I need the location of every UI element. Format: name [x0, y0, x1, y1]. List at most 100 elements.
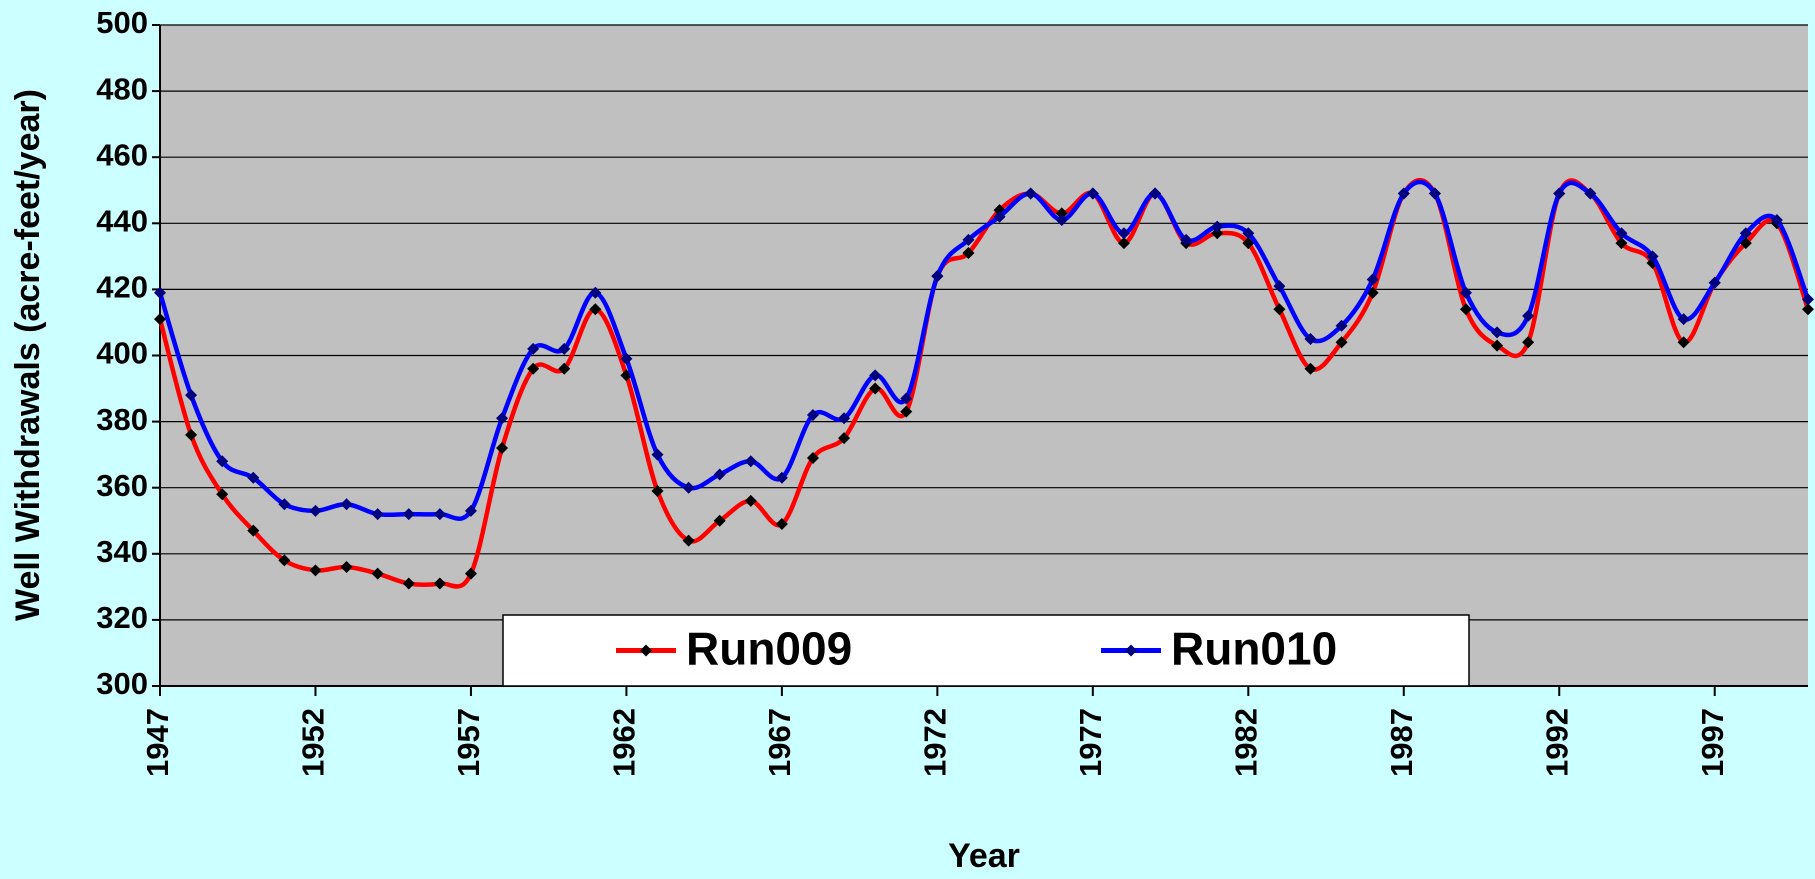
- data-point: [589, 303, 602, 316]
- data-point: [496, 412, 509, 425]
- data-point: [216, 455, 229, 468]
- y-tick-label: 400: [96, 336, 148, 371]
- data-point: [651, 448, 664, 461]
- data-point: [1553, 187, 1566, 200]
- data-point: [1522, 309, 1535, 322]
- data-point: [433, 577, 446, 590]
- data-point: [931, 270, 944, 283]
- data-point: [402, 508, 415, 521]
- data-point: [1304, 362, 1317, 375]
- data-point: [247, 471, 260, 484]
- y-axis-title: Well Withdrawals (acre-feet/year): [9, 89, 47, 621]
- data-point: [1149, 187, 1162, 200]
- data-point: [962, 233, 975, 246]
- data-point: [806, 408, 819, 421]
- data-point: [1117, 237, 1130, 250]
- data-point: [527, 362, 540, 375]
- data-point: [1117, 227, 1130, 240]
- y-tick-label: 500: [96, 5, 148, 40]
- data-point: [651, 485, 664, 498]
- data-point: [993, 210, 1006, 223]
- data-point: [1584, 187, 1597, 200]
- data-point: [900, 392, 913, 405]
- data-point: [744, 455, 757, 468]
- data-point: [1802, 293, 1814, 306]
- data-point: [775, 518, 788, 531]
- data-point: [1055, 213, 1068, 226]
- data-point: [1646, 250, 1659, 263]
- data-point: [464, 567, 477, 580]
- data-point: [1180, 233, 1193, 246]
- y-tick-label: 360: [96, 468, 148, 503]
- data-point: [371, 508, 384, 521]
- data-point: [1677, 336, 1690, 349]
- legend-label: Run010: [1171, 623, 1337, 675]
- x-tick-label: 1987: [1384, 708, 1419, 777]
- data-point: [1708, 276, 1721, 289]
- data-point: [433, 508, 446, 521]
- data-point: [154, 286, 166, 299]
- data-point: [464, 504, 477, 517]
- data-point: [278, 498, 291, 511]
- data-point: [713, 514, 726, 527]
- legend-marker: [640, 644, 652, 657]
- data-point: [1615, 237, 1628, 250]
- data-point: [309, 564, 322, 577]
- data-point: [1086, 187, 1099, 200]
- data-point: [775, 471, 788, 484]
- data-point: [1273, 280, 1286, 293]
- data-point: [1459, 286, 1472, 299]
- data-point: [1459, 303, 1472, 316]
- data-point: [1677, 313, 1690, 326]
- data-point: [1522, 336, 1535, 349]
- y-tick-label: 320: [96, 600, 148, 635]
- data-point: [962, 247, 975, 260]
- y-tick-label: 460: [96, 137, 148, 172]
- x-tick-label: 1972: [918, 708, 953, 777]
- data-point: [527, 342, 540, 355]
- x-tick-label: 1947: [140, 708, 175, 777]
- data-point: [620, 352, 633, 365]
- data-point: [1802, 303, 1814, 316]
- data-point: [682, 481, 695, 494]
- data-point: [1739, 227, 1752, 240]
- data-point: [185, 428, 198, 441]
- data-point: [1491, 339, 1504, 352]
- data-point: [838, 432, 851, 445]
- data-point: [402, 577, 415, 590]
- data-point: [1428, 187, 1441, 200]
- data-point: [1211, 220, 1224, 233]
- x-tick-label: 1992: [1539, 708, 1574, 777]
- data-point: [900, 405, 913, 418]
- y-tick-label: 440: [96, 203, 148, 238]
- data-point: [1055, 207, 1068, 220]
- data-point: [1242, 227, 1255, 240]
- y-tick-label: 340: [96, 534, 148, 569]
- x-tick-label: 1982: [1228, 708, 1263, 777]
- y-tick-label: 380: [96, 402, 148, 437]
- data-point: [1024, 187, 1037, 200]
- y-tick-label: 480: [96, 71, 148, 106]
- data-point: [589, 286, 602, 299]
- data-point: [744, 494, 757, 507]
- data-point: [1770, 213, 1783, 226]
- data-point: [247, 524, 260, 537]
- data-point: [869, 369, 882, 382]
- data-point: [1615, 227, 1628, 240]
- data-point: [1335, 336, 1348, 349]
- data-point: [558, 362, 571, 375]
- data-point: [185, 389, 198, 402]
- data-point: [1273, 303, 1286, 316]
- x-tick-label: 1997: [1695, 708, 1730, 777]
- x-tick-label: 1957: [451, 708, 486, 777]
- data-point: [838, 412, 851, 425]
- data-point: [713, 468, 726, 481]
- data-point: [1304, 332, 1317, 345]
- data-point: [806, 451, 819, 464]
- x-tick-label: 1952: [296, 708, 331, 777]
- legend-marker: [1125, 644, 1137, 657]
- data-point: [278, 554, 291, 567]
- data-point: [496, 442, 509, 455]
- x-axis-title: Year: [948, 837, 1020, 875]
